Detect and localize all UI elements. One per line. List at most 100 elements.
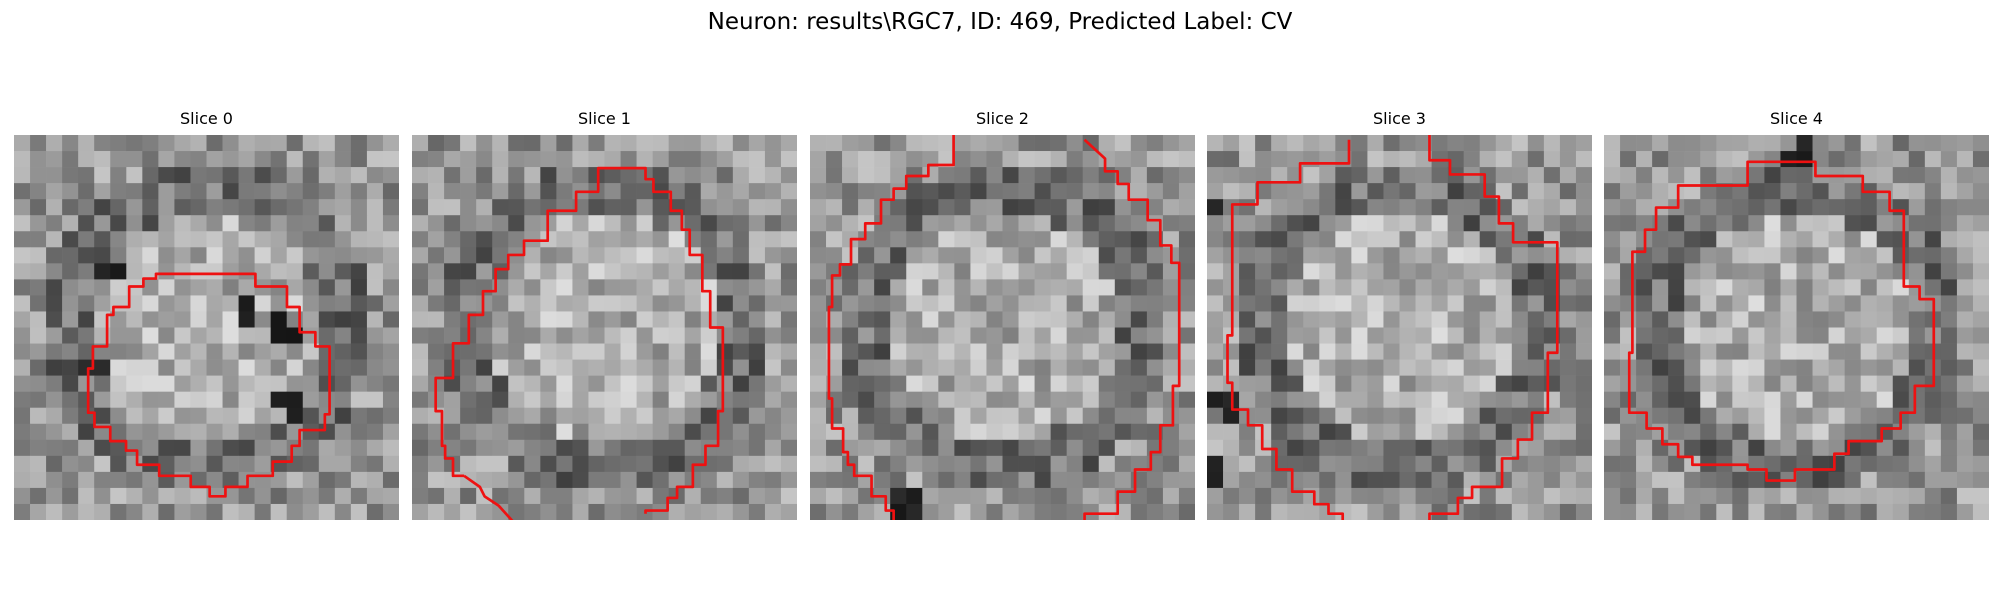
pixel-tile: [1748, 199, 1765, 216]
pixel-tile: [1114, 295, 1132, 312]
pixel-tile: [620, 407, 637, 425]
pixel-tile: [1636, 375, 1653, 392]
pixel-tile: [1495, 231, 1513, 248]
pixel-tile: [1319, 231, 1336, 248]
pixel-tile: [1527, 375, 1545, 392]
pixel-tile: [366, 423, 384, 441]
pixel-tile: [1479, 263, 1497, 280]
pixel-tile: [764, 503, 782, 520]
pixel-tile: [1876, 279, 1894, 296]
pixel-tile: [1636, 151, 1653, 168]
pixel-tile: [1495, 327, 1513, 344]
pixel-tile: [158, 151, 175, 168]
pixel-tile: [1399, 199, 1416, 216]
pixel-tile: [476, 295, 493, 312]
pixel-tile: [1559, 199, 1577, 216]
pixel-tile: [700, 407, 718, 425]
pixel-tile: [1271, 327, 1288, 344]
pixel-tile: [142, 407, 159, 425]
pixel-tile: [158, 183, 175, 200]
pixel-tile: [302, 503, 320, 520]
pixel-tile: [954, 487, 971, 505]
pixel-tile: [1620, 455, 1637, 473]
pixel-tile: [970, 151, 987, 168]
pixel-tile: [1636, 215, 1653, 232]
pixel-tile: [1351, 247, 1368, 264]
pixel-tile: [890, 359, 907, 376]
pixel-tile: [826, 279, 843, 296]
pixel-tile: [444, 263, 461, 280]
pixel-tile: [1700, 327, 1717, 344]
pixel-tile: [206, 311, 223, 328]
pixel-tile: [604, 439, 621, 457]
pixel-tile: [1543, 183, 1561, 200]
pixel-tile: [732, 231, 750, 248]
pixel-tile: [1940, 295, 1958, 312]
pixel-tile: [954, 407, 971, 425]
pixel-tile: [1780, 199, 1797, 216]
pixel-tile: [126, 407, 143, 425]
pixel-tile: [1748, 151, 1765, 168]
pixel-tile: [1636, 199, 1653, 216]
pixel-tile: [476, 183, 493, 200]
pixel-tile: [1463, 503, 1481, 520]
pixel-tile: [238, 311, 255, 328]
pixel-tile: [1892, 215, 1910, 232]
pixel-tile: [1908, 407, 1926, 425]
pixel-tile: [1700, 199, 1717, 216]
pixel-tile: [524, 311, 541, 328]
pixel-tile: [206, 263, 223, 280]
pixel-tile: [764, 215, 782, 232]
pixel-tile: [842, 295, 859, 312]
pixel-tile: [1034, 311, 1051, 328]
pixel-tile: [476, 423, 493, 441]
pixel-tile: [524, 375, 541, 392]
pixel-tile: [890, 455, 907, 473]
pixel-tile: [286, 263, 304, 280]
pixel-tile: [508, 183, 525, 200]
pixel-tile: [62, 423, 79, 441]
pixel-tile: [1780, 279, 1797, 296]
pixel-tile: [94, 455, 111, 473]
pixel-tile: [1559, 183, 1577, 200]
pixel-tile: [938, 295, 955, 312]
pixel-tile: [334, 295, 352, 312]
pixel-tile: [126, 247, 143, 264]
pixel-tile: [1351, 199, 1368, 216]
pixel-tile: [1399, 375, 1416, 392]
pixel-tile: [1271, 247, 1288, 264]
pixel-tile: [366, 407, 384, 425]
pixel-tile: [1431, 487, 1448, 505]
pixel-tile: [190, 455, 207, 473]
pixel-tile: [1098, 311, 1116, 328]
pixel-tile: [1748, 183, 1765, 200]
pixel-tile: [460, 183, 477, 200]
pixel-tile: [604, 503, 621, 520]
pixel-tile: [938, 407, 955, 425]
pixel-tile: [1543, 135, 1561, 152]
pixel-tile: [206, 375, 223, 392]
pixel-tile: [1050, 407, 1067, 425]
pixel-tile: [1367, 135, 1384, 152]
pixel-tile: [382, 359, 399, 376]
pixel-tile: [636, 263, 653, 280]
pixel-tile: [1604, 151, 1621, 168]
pixel-tile: [1796, 503, 1813, 520]
pixel-tile: [1956, 215, 1974, 232]
pixel-tile: [858, 295, 875, 312]
pixel-tile: [222, 247, 239, 264]
pixel-tile: [1860, 199, 1878, 216]
pixel-tile: [1876, 391, 1894, 409]
pixel-tile: [1604, 359, 1621, 376]
pixel-tile: [780, 375, 797, 392]
pixel-tile: [700, 231, 718, 248]
pixel-tile: [110, 423, 127, 441]
pixel-tile: [764, 183, 782, 200]
pixel-tile: [1351, 455, 1368, 473]
pixel-tile: [1892, 263, 1910, 280]
pixel-tile: [938, 487, 955, 505]
pixel-tile: [1796, 359, 1813, 376]
pixel-tile: [588, 311, 605, 328]
pixel-tile: [1940, 151, 1958, 168]
pixel-tile: [158, 167, 175, 184]
